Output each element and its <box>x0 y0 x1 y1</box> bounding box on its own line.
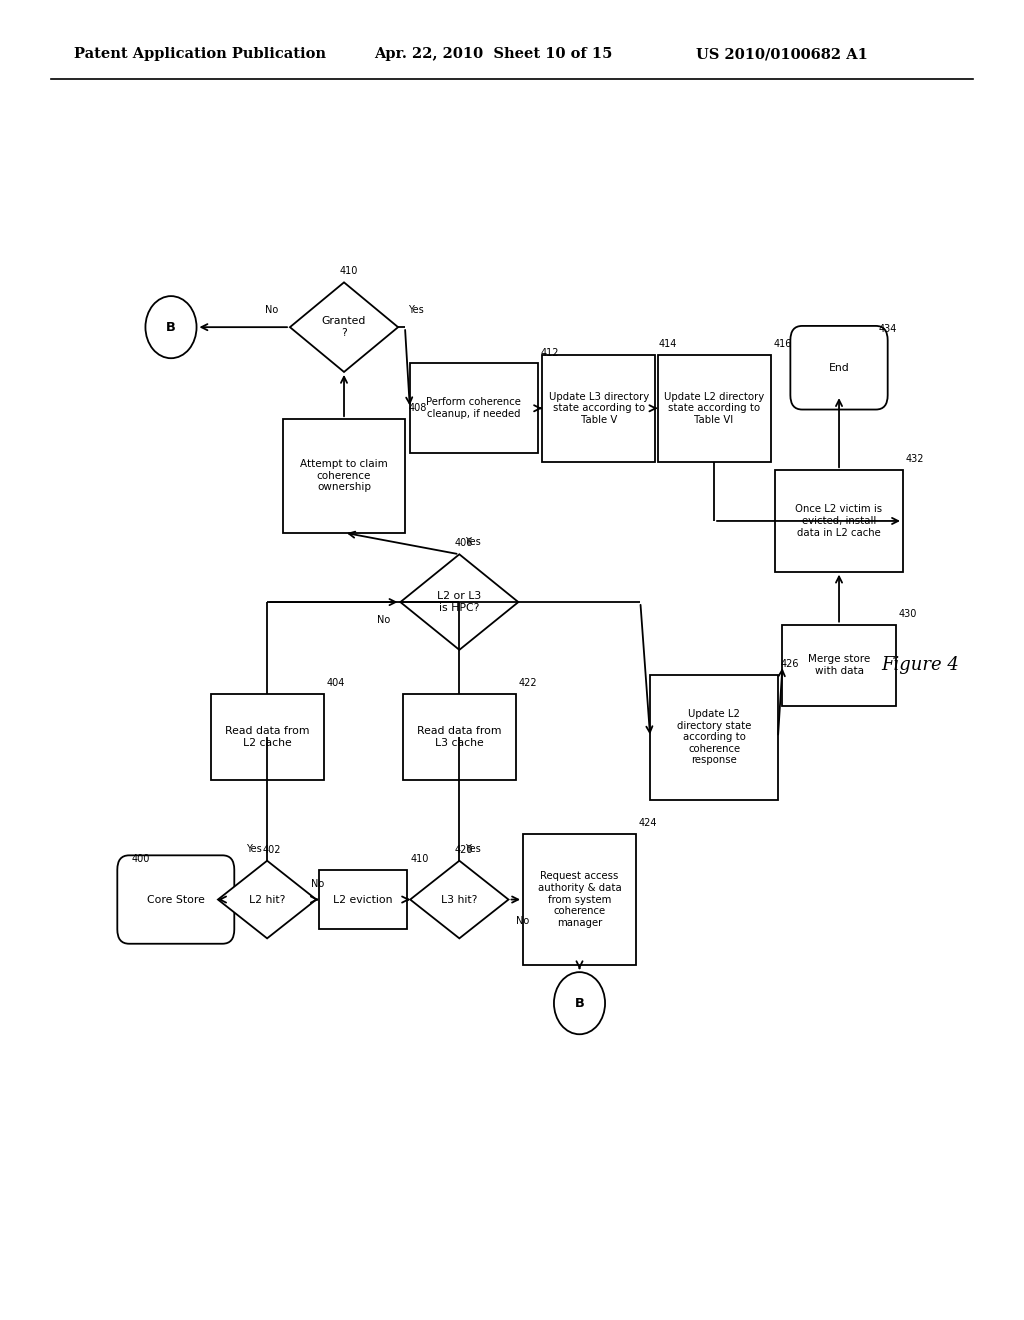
FancyBboxPatch shape <box>410 363 538 453</box>
Text: Read data from
L2 cache: Read data from L2 cache <box>225 726 309 748</box>
Text: Merge store
with data: Merge store with data <box>808 655 870 676</box>
Circle shape <box>145 296 197 358</box>
Text: 400: 400 <box>131 854 150 863</box>
FancyBboxPatch shape <box>657 355 771 462</box>
Text: L2 or L3
is HPC?: L2 or L3 is HPC? <box>437 591 481 612</box>
Text: 406: 406 <box>455 539 473 548</box>
Text: Attempt to claim
coherence
ownership: Attempt to claim coherence ownership <box>300 459 388 492</box>
Text: L2 eviction: L2 eviction <box>334 895 393 904</box>
Text: Read data from
L3 cache: Read data from L3 cache <box>417 726 502 748</box>
Text: Update L2
directory state
according to
coherence
response: Update L2 directory state according to c… <box>677 709 752 766</box>
Text: End: End <box>828 363 849 372</box>
Text: Yes: Yes <box>465 537 481 548</box>
Text: 420: 420 <box>455 845 473 855</box>
Text: Once L2 victim is
evicted, install
data in L2 cache: Once L2 victim is evicted, install data … <box>796 504 883 537</box>
Text: No: No <box>265 305 279 315</box>
Text: 424: 424 <box>639 818 657 828</box>
FancyBboxPatch shape <box>775 470 903 572</box>
Text: Update L2 directory
state according to
Table VI: Update L2 directory state according to T… <box>664 392 764 425</box>
Text: L3 hit?: L3 hit? <box>441 895 477 904</box>
Text: 410: 410 <box>339 267 357 276</box>
Polygon shape <box>290 282 398 372</box>
Text: 434: 434 <box>879 325 897 334</box>
Text: 416: 416 <box>773 338 792 348</box>
Polygon shape <box>411 861 509 939</box>
FancyBboxPatch shape <box>118 855 234 944</box>
FancyBboxPatch shape <box>283 420 406 533</box>
Text: 432: 432 <box>906 454 925 465</box>
Text: Request access
authority & data
from system
coherence
manager: Request access authority & data from sys… <box>538 871 622 928</box>
FancyBboxPatch shape <box>523 834 636 965</box>
Text: 412: 412 <box>541 347 559 358</box>
Text: Yes: Yes <box>465 843 481 854</box>
Text: B: B <box>574 997 585 1010</box>
Text: 410: 410 <box>411 854 429 863</box>
FancyBboxPatch shape <box>650 675 778 800</box>
FancyBboxPatch shape <box>782 624 896 706</box>
Text: Perform coherence
cleanup, if needed: Perform coherence cleanup, if needed <box>426 397 521 418</box>
Text: No: No <box>377 615 390 624</box>
Polygon shape <box>218 861 316 939</box>
FancyBboxPatch shape <box>211 694 324 780</box>
Text: 422: 422 <box>519 678 538 688</box>
Text: Yes: Yes <box>408 305 424 315</box>
FancyBboxPatch shape <box>402 694 516 780</box>
FancyBboxPatch shape <box>319 870 408 929</box>
Text: No: No <box>311 879 325 888</box>
Text: No: No <box>516 916 529 927</box>
Text: 404: 404 <box>327 678 345 688</box>
Text: Apr. 22, 2010  Sheet 10 of 15: Apr. 22, 2010 Sheet 10 of 15 <box>374 48 612 61</box>
Text: 414: 414 <box>658 338 677 348</box>
FancyBboxPatch shape <box>791 326 888 409</box>
Text: Figure 4: Figure 4 <box>881 656 958 675</box>
Text: Update L3 directory
state according to
Table V: Update L3 directory state according to T… <box>549 392 649 425</box>
Polygon shape <box>400 554 518 649</box>
Text: L2 hit?: L2 hit? <box>249 895 286 904</box>
Circle shape <box>554 972 605 1035</box>
Text: 430: 430 <box>898 609 916 619</box>
Text: Patent Application Publication: Patent Application Publication <box>74 48 326 61</box>
Text: 402: 402 <box>262 845 281 855</box>
Text: Yes: Yes <box>247 843 262 854</box>
Text: US 2010/0100682 A1: US 2010/0100682 A1 <box>696 48 868 61</box>
Text: B: B <box>166 321 176 334</box>
Text: 408: 408 <box>409 403 427 413</box>
Text: Granted
?: Granted ? <box>322 317 367 338</box>
Text: 426: 426 <box>781 659 800 669</box>
Text: Core Store: Core Store <box>146 895 205 904</box>
FancyBboxPatch shape <box>542 355 655 462</box>
